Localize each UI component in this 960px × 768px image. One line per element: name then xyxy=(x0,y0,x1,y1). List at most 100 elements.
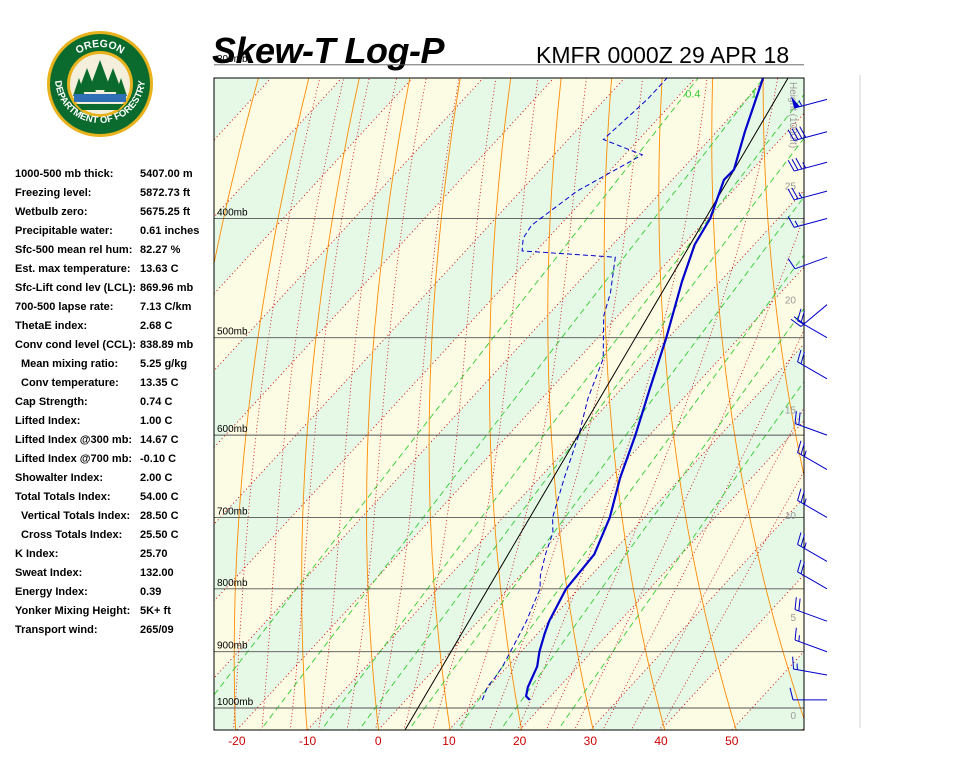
wind-barb-staff xyxy=(794,423,828,436)
wind-barb-staff xyxy=(797,361,828,380)
x-tick-label: 20 xyxy=(513,734,527,748)
wind-barb xyxy=(797,488,828,518)
isotherm-line xyxy=(214,78,767,679)
height-tick-label: 10 xyxy=(785,511,797,522)
x-tick-label: 50 xyxy=(725,734,739,748)
mixing-ratio-line xyxy=(456,254,804,730)
wind-barb-feather xyxy=(800,442,805,455)
isobar-label: 400mb xyxy=(217,208,248,219)
index-label: Sfc-500 mean rel hum: xyxy=(15,244,133,256)
isotherm-line xyxy=(0,78,59,730)
index-value: 838.89 mb xyxy=(140,339,194,351)
station-datetime: KMFR 0000Z 29 APR 18 xyxy=(536,42,790,68)
index-label: Lifted Index: xyxy=(15,415,81,427)
wind-barb-feather xyxy=(797,308,802,321)
index-label: Vertical Totals Index: xyxy=(21,510,131,522)
isotherm-line xyxy=(802,727,804,730)
index-value: 1.00 C xyxy=(140,415,173,427)
wind-barb-feather xyxy=(797,488,802,501)
wind-barb-feather xyxy=(794,597,797,610)
wind-barb-feather xyxy=(795,157,803,170)
index-value: 5407.00 m xyxy=(140,168,193,180)
index-value: 0.74 C xyxy=(140,396,173,408)
isobar-label: 900mb xyxy=(217,641,248,652)
wind-barb-feather xyxy=(800,534,805,547)
wind-barb-feather xyxy=(797,349,802,362)
wind-barb-feather xyxy=(789,687,794,701)
height-tick-label: 20 xyxy=(785,296,797,307)
isotherm-band xyxy=(0,78,130,730)
dewpoint-trace xyxy=(481,78,668,701)
plot-frame xyxy=(213,77,805,731)
isobar-label: 800mb xyxy=(217,578,248,589)
index-label: Showalter Index: xyxy=(15,472,104,484)
wind-barb xyxy=(787,256,828,270)
isotherm-band xyxy=(802,728,804,730)
wind-barb-feather xyxy=(792,656,795,670)
index-label: Lifted Index @300 mb: xyxy=(15,434,133,446)
wind-barb xyxy=(794,411,828,436)
index-value: 265/09 xyxy=(140,624,174,636)
isotherm-lines xyxy=(0,78,804,730)
x-axis-tick-labels: -20 -10 0 10 20 30 40 50 xyxy=(228,734,739,748)
oregon-forestry-logo: OREGON DEPARTMENT OF FORESTRY xyxy=(47,31,153,137)
parcel-path xyxy=(404,78,789,730)
index-value: 2.68 C xyxy=(140,320,173,332)
wind-barb xyxy=(789,687,827,701)
index-value: 7.13 C/km xyxy=(140,301,192,313)
isotherm-line xyxy=(214,78,413,295)
index-label: Conv cond level (CCL): xyxy=(15,339,137,351)
x-tick-label: 30 xyxy=(584,734,598,748)
index-label: 1000-500 mb thick: xyxy=(15,168,114,180)
x-tick-label: -10 xyxy=(299,734,317,748)
wind-barb-flag xyxy=(791,96,800,109)
x-tick-label: 40 xyxy=(654,734,668,748)
mixing-ratio-line xyxy=(408,196,804,730)
wind-barb-staff xyxy=(797,452,828,471)
isotherm-line xyxy=(214,78,625,525)
index-value: 14.67 C xyxy=(140,434,179,446)
isotherm-band xyxy=(214,78,696,602)
index-value: 28.50 C xyxy=(140,510,179,522)
index-label: Yonker Mixing Height: xyxy=(15,605,131,617)
mixing-ratio-label: 3 xyxy=(838,88,844,100)
wind-barb xyxy=(792,656,828,676)
isotherm-line xyxy=(214,78,343,218)
wind-barb-staff xyxy=(797,320,828,339)
wind-barb-staff xyxy=(794,256,828,270)
dry-adiabat-line xyxy=(762,78,804,478)
index-value: 5675.25 ft xyxy=(140,206,191,218)
wind-barb-half-feather xyxy=(802,162,807,169)
wind-barb-feather xyxy=(794,627,797,641)
isotherm-line xyxy=(236,112,804,730)
index-value: 54.00 C xyxy=(140,491,179,503)
height-axis: 0 5 10 15 20 25 Height (1000ft) xyxy=(785,82,798,722)
wind-barb-feather xyxy=(799,126,807,138)
x-tick-label: 0 xyxy=(375,734,382,748)
wind-barb-half-feather xyxy=(798,635,800,642)
index-label: Energy Index: xyxy=(15,586,88,598)
wind-barb-feather xyxy=(791,187,799,200)
wind-barb xyxy=(787,216,828,228)
index-label: Est. max temperature: xyxy=(15,263,131,275)
isotherm-band xyxy=(214,78,413,294)
wind-barb-feather xyxy=(787,129,795,141)
parcel-line xyxy=(404,78,789,730)
wind-barb-half-feather xyxy=(804,498,807,505)
index-value: 5.25 g/kg xyxy=(140,358,188,370)
index-label: Cap Strength: xyxy=(15,396,88,408)
wind-barb xyxy=(790,304,828,327)
wind-barb xyxy=(794,627,828,653)
moist-adiabat-line xyxy=(403,78,497,730)
wind-barb-feather xyxy=(791,158,799,171)
wind-barb-feather xyxy=(787,258,796,270)
wind-barb-feather xyxy=(800,351,805,364)
wind-barb-half-feather xyxy=(798,192,803,199)
height-tick-label: 25 xyxy=(785,181,797,192)
wind-barb xyxy=(787,126,828,142)
wind-barb-feather xyxy=(795,127,803,139)
wind-barb-feather xyxy=(793,316,805,325)
index-label: 700-500 lapse rate: xyxy=(15,301,114,313)
wind-barb-half-feather xyxy=(794,220,799,227)
dry-adiabat-line xyxy=(813,0,955,739)
